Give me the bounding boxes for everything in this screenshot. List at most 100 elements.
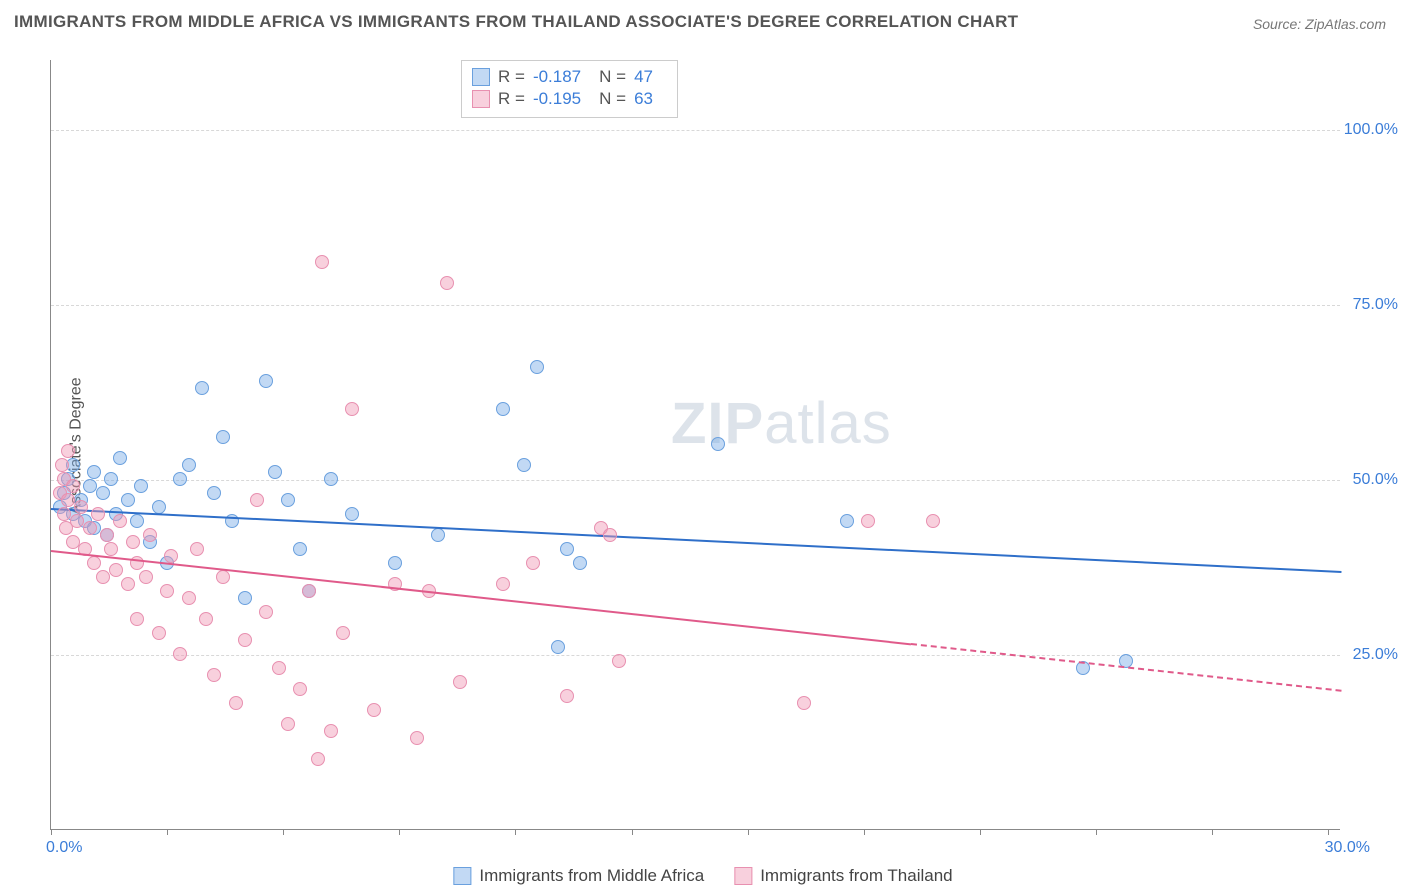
data-point — [336, 626, 350, 640]
data-point — [440, 276, 454, 290]
x-tick — [632, 829, 633, 835]
source-label: Source: ZipAtlas.com — [1253, 16, 1386, 32]
x-tick — [1328, 829, 1329, 835]
data-point — [130, 514, 144, 528]
data-point — [324, 472, 338, 486]
stats-row: R = -0.195N = 63 — [472, 89, 663, 109]
x-tick — [399, 829, 400, 835]
data-point — [517, 458, 531, 472]
data-point — [431, 528, 445, 542]
data-point — [109, 563, 123, 577]
data-point — [526, 556, 540, 570]
trend-line — [51, 508, 1341, 573]
y-tick-label: 25.0% — [1353, 646, 1398, 664]
data-point — [190, 542, 204, 556]
data-point — [259, 374, 273, 388]
gridline — [51, 130, 1340, 131]
data-point — [612, 654, 626, 668]
swatch-icon — [472, 90, 490, 108]
data-point — [164, 549, 178, 563]
data-point — [496, 577, 510, 591]
data-point — [61, 493, 75, 507]
data-point — [66, 535, 80, 549]
legend-label: Immigrants from Thailand — [760, 866, 952, 886]
data-point — [121, 577, 135, 591]
data-point — [139, 570, 153, 584]
data-point — [207, 668, 221, 682]
data-point — [603, 528, 617, 542]
data-point — [272, 661, 286, 675]
x-tick — [980, 829, 981, 835]
x-min-label: 0.0% — [46, 839, 82, 857]
data-point — [926, 514, 940, 528]
data-point — [268, 465, 282, 479]
data-point — [104, 542, 118, 556]
swatch-icon — [734, 867, 752, 885]
data-point — [173, 472, 187, 486]
data-point — [302, 584, 316, 598]
data-point — [87, 556, 101, 570]
data-point — [66, 479, 80, 493]
y-tick-label: 75.0% — [1353, 296, 1398, 314]
x-tick — [864, 829, 865, 835]
data-point — [216, 430, 230, 444]
data-point — [134, 479, 148, 493]
x-tick — [283, 829, 284, 835]
data-point — [74, 500, 88, 514]
legend-item-1: Immigrants from Middle Africa — [453, 866, 704, 886]
data-point — [229, 696, 243, 710]
data-point — [238, 591, 252, 605]
data-point — [160, 584, 174, 598]
data-point — [388, 556, 402, 570]
data-point — [315, 255, 329, 269]
gridline — [51, 305, 1340, 306]
data-point — [61, 444, 75, 458]
data-point — [711, 437, 725, 451]
stats-row: R = -0.187N = 47 — [472, 67, 663, 87]
data-point — [551, 640, 565, 654]
x-tick — [748, 829, 749, 835]
data-point — [152, 500, 166, 514]
data-point — [238, 633, 252, 647]
data-point — [453, 675, 467, 689]
data-point — [57, 507, 71, 521]
x-tick — [515, 829, 516, 835]
data-point — [182, 591, 196, 605]
data-point — [83, 479, 97, 493]
stats-legend: R = -0.187N = 47R = -0.195N = 63 — [461, 60, 678, 118]
data-point — [797, 696, 811, 710]
plot-area: ZIPatlas R = -0.187N = 47R = -0.195N = 6… — [50, 60, 1340, 830]
legend-item-2: Immigrants from Thailand — [734, 866, 952, 886]
data-point — [345, 507, 359, 521]
data-point — [126, 535, 140, 549]
x-tick — [1096, 829, 1097, 835]
x-tick — [51, 829, 52, 835]
x-max-label: 30.0% — [1325, 839, 1370, 857]
trend-line — [911, 643, 1341, 692]
data-point — [311, 752, 325, 766]
chart-title: IMMIGRANTS FROM MIDDLE AFRICA VS IMMIGRA… — [14, 12, 1018, 32]
data-point — [96, 486, 110, 500]
data-point — [281, 717, 295, 731]
data-point — [96, 570, 110, 584]
data-point — [87, 465, 101, 479]
data-point — [113, 514, 127, 528]
data-point — [293, 682, 307, 696]
legend-label: Immigrants from Middle Africa — [479, 866, 704, 886]
data-point — [840, 514, 854, 528]
data-point — [530, 360, 544, 374]
data-point — [182, 458, 196, 472]
data-point — [293, 542, 307, 556]
data-point — [104, 472, 118, 486]
swatch-icon — [453, 867, 471, 885]
watermark: ZIPatlas — [671, 390, 892, 457]
data-point — [199, 612, 213, 626]
gridline — [51, 480, 1340, 481]
data-point — [259, 605, 273, 619]
data-point — [250, 493, 264, 507]
data-point — [560, 542, 574, 556]
data-point — [55, 458, 69, 472]
legend: Immigrants from Middle Africa Immigrants… — [453, 866, 952, 886]
trend-line — [51, 550, 911, 645]
gridline — [51, 655, 1340, 656]
